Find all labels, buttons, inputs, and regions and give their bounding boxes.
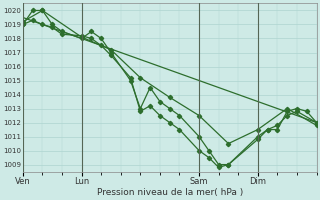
X-axis label: Pression niveau de la mer( hPa ): Pression niveau de la mer( hPa ) [97,188,243,197]
